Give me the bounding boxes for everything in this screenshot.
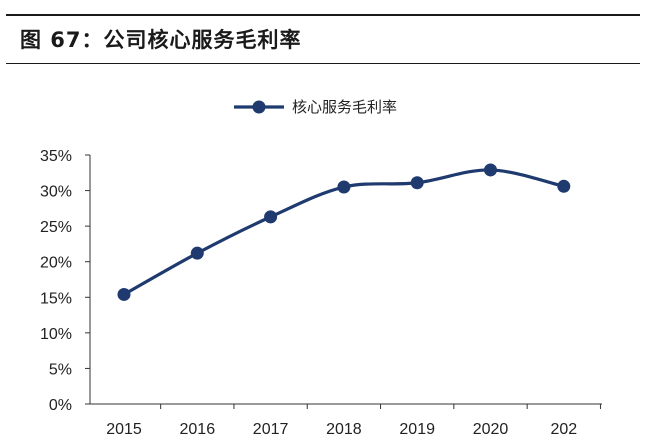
y-tick-label: 25% — [40, 219, 72, 236]
title-rule — [6, 63, 640, 64]
y-tick-label: 15% — [40, 290, 72, 307]
y-tick-label: 10% — [40, 326, 72, 343]
x-tick-label: 2018 — [326, 421, 362, 438]
top-rule — [6, 14, 640, 16]
y-tick-label: 20% — [40, 255, 72, 272]
data-point — [117, 287, 131, 301]
data-point — [337, 180, 351, 194]
y-tick-label: 0% — [49, 397, 72, 414]
x-tick-label: 2020 — [473, 421, 509, 438]
data-point — [557, 179, 571, 193]
x-tick-label: 2017 — [253, 421, 289, 438]
x-tick-label: 2015 — [106, 421, 142, 438]
y-tick-label: 5% — [49, 361, 72, 378]
x-tick-label: 202 — [550, 421, 577, 438]
legend-label: 核心服务毛利率 — [292, 98, 397, 116]
figure-title: 图 67：公司核心服务毛利率 — [20, 28, 302, 52]
data-point — [190, 246, 204, 260]
legend-marker — [252, 100, 266, 114]
x-tick-label: 2016 — [180, 421, 216, 438]
data-point — [484, 163, 497, 177]
x-tick-label: 2019 — [399, 421, 435, 438]
y-tick-label: 35% — [40, 148, 72, 165]
y-tick-label: 30% — [40, 184, 72, 201]
data-point — [264, 210, 278, 224]
data-point — [410, 176, 424, 190]
